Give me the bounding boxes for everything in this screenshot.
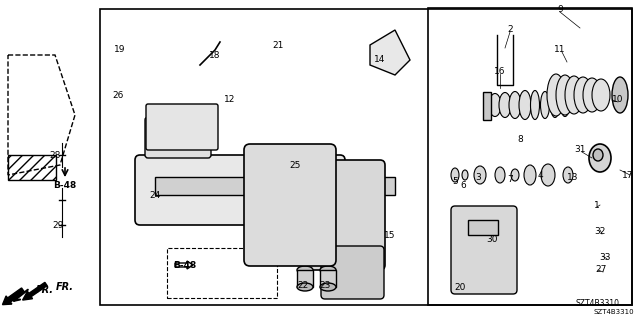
Ellipse shape	[451, 168, 459, 182]
Ellipse shape	[509, 92, 521, 118]
Bar	[468, 220, 498, 235]
Text: 32: 32	[595, 227, 605, 236]
Text: FR.: FR.	[36, 285, 54, 295]
Ellipse shape	[583, 78, 601, 112]
Text: 13: 13	[567, 174, 579, 182]
Text: 25: 25	[289, 160, 301, 169]
Text: 26: 26	[112, 91, 124, 100]
Bar	[8, 155, 56, 180]
Ellipse shape	[511, 169, 519, 181]
Polygon shape	[370, 30, 410, 75]
Ellipse shape	[547, 74, 565, 116]
Ellipse shape	[499, 93, 511, 117]
Ellipse shape	[565, 76, 583, 114]
Text: FR.: FR.	[56, 282, 74, 292]
Text: 23: 23	[319, 280, 331, 290]
Text: 2: 2	[507, 26, 513, 34]
FancyBboxPatch shape	[451, 206, 517, 294]
Text: 27: 27	[595, 265, 607, 275]
Text: 24: 24	[149, 190, 161, 199]
Ellipse shape	[612, 77, 628, 113]
Text: 15: 15	[384, 231, 396, 240]
Ellipse shape	[589, 144, 611, 172]
Text: SZT4B3310: SZT4B3310	[576, 299, 620, 308]
Bar	[297, 270, 313, 287]
FancyArrow shape	[3, 288, 24, 305]
Text: 29: 29	[52, 220, 64, 229]
Text: 33: 33	[599, 253, 611, 262]
Ellipse shape	[489, 93, 501, 116]
FancyArrow shape	[175, 261, 193, 269]
Bar	[155, 177, 395, 195]
Ellipse shape	[462, 170, 468, 180]
Bar	[320, 270, 336, 287]
FancyBboxPatch shape	[135, 155, 345, 225]
Bar	[167, 248, 277, 298]
Ellipse shape	[297, 266, 313, 274]
Ellipse shape	[561, 93, 570, 116]
Text: 5: 5	[452, 177, 458, 187]
Ellipse shape	[541, 164, 555, 186]
Text: B-48: B-48	[173, 261, 196, 270]
Text: 16: 16	[494, 68, 506, 77]
Text: 20: 20	[454, 284, 466, 293]
FancyBboxPatch shape	[321, 246, 384, 299]
Text: 8: 8	[517, 136, 523, 145]
Text: 12: 12	[224, 95, 236, 105]
Ellipse shape	[519, 91, 531, 120]
Text: 10: 10	[612, 95, 624, 105]
Bar	[100, 9, 632, 305]
Ellipse shape	[556, 75, 574, 115]
Ellipse shape	[320, 283, 336, 291]
Text: 3: 3	[475, 174, 481, 182]
Text: 21: 21	[272, 41, 284, 49]
Text: 7: 7	[507, 175, 513, 184]
Ellipse shape	[592, 79, 610, 111]
Ellipse shape	[320, 266, 336, 274]
Ellipse shape	[297, 283, 313, 291]
Text: 18: 18	[209, 50, 221, 60]
Text: 28: 28	[49, 151, 61, 160]
Bar	[483, 92, 491, 120]
Bar	[8, 8, 428, 305]
Ellipse shape	[524, 165, 536, 185]
Text: 14: 14	[374, 56, 386, 64]
Text: 22: 22	[298, 280, 308, 290]
Text: SZT4B3310: SZT4B3310	[593, 309, 634, 315]
Text: 4: 4	[537, 170, 543, 180]
Bar	[428, 8, 632, 305]
FancyBboxPatch shape	[305, 160, 385, 270]
Text: 31: 31	[574, 145, 586, 154]
Text: 11: 11	[554, 46, 566, 55]
Ellipse shape	[531, 91, 540, 120]
Text: 19: 19	[115, 46, 125, 55]
FancyBboxPatch shape	[146, 104, 218, 150]
Ellipse shape	[563, 167, 573, 183]
Text: 6: 6	[460, 181, 466, 189]
Text: B-48: B-48	[53, 181, 77, 189]
FancyBboxPatch shape	[244, 144, 336, 266]
Text: 30: 30	[486, 235, 498, 244]
Ellipse shape	[593, 149, 603, 161]
FancyArrow shape	[22, 282, 47, 300]
Text: 1: 1	[594, 201, 600, 210]
Ellipse shape	[550, 93, 559, 117]
Ellipse shape	[574, 77, 592, 113]
Ellipse shape	[541, 92, 550, 118]
Text: 9: 9	[557, 5, 563, 14]
FancyBboxPatch shape	[145, 117, 211, 158]
Ellipse shape	[495, 167, 505, 183]
Ellipse shape	[474, 166, 486, 184]
Text: 17: 17	[622, 170, 634, 180]
